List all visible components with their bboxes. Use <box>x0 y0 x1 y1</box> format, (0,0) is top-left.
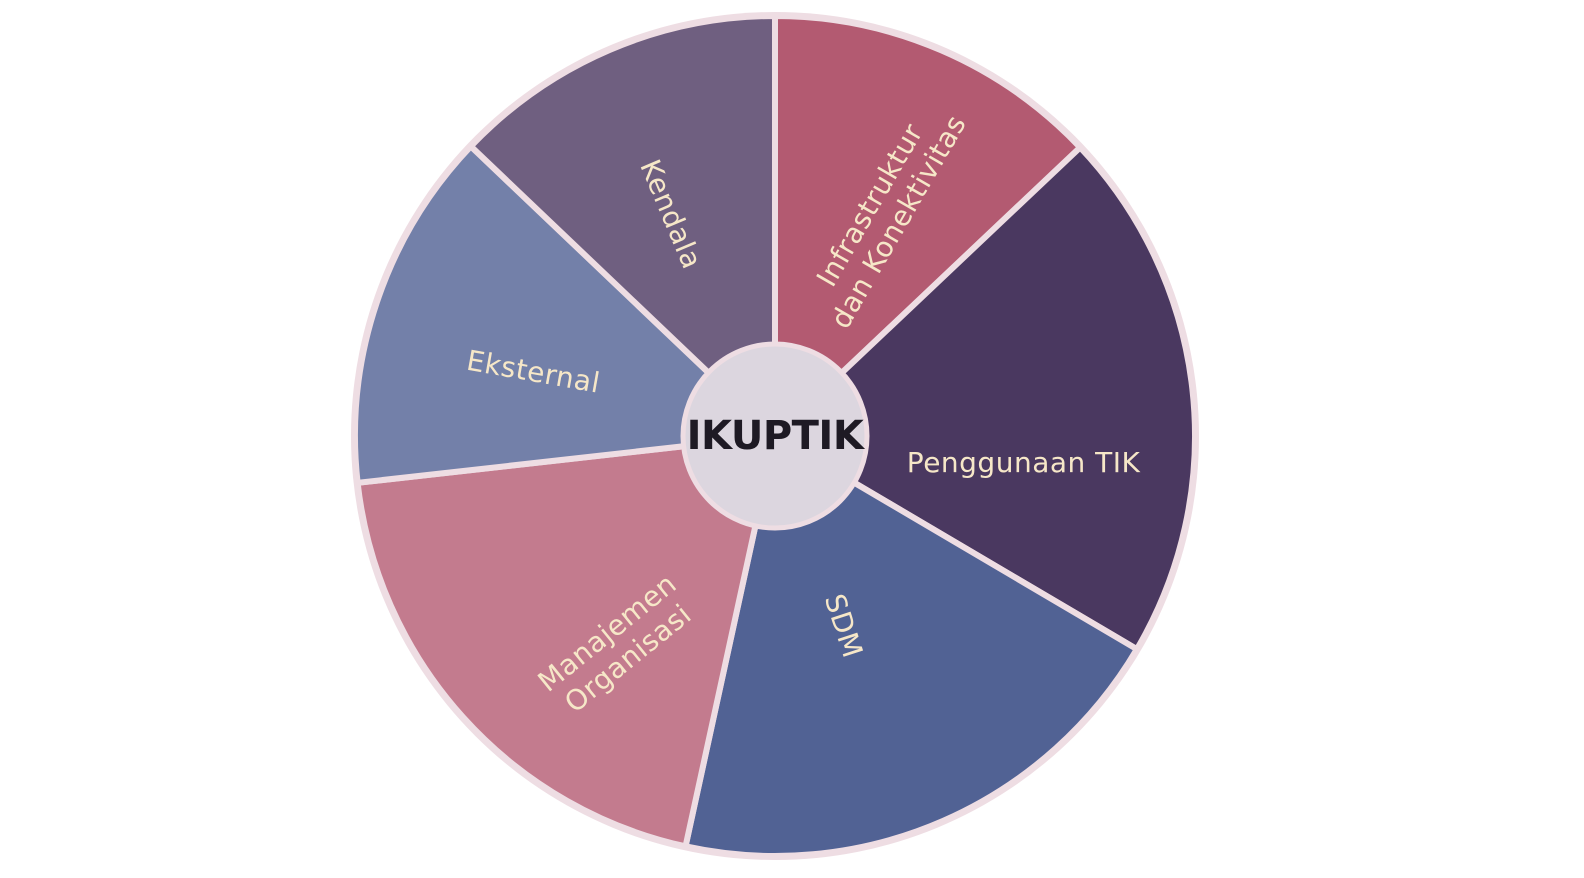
center-label: IKUPTIK <box>687 413 866 459</box>
segment-penggunaan-tik <box>772 144 1198 653</box>
segment-sdm <box>682 433 1140 859</box>
segment-manajemen-organisasi <box>354 433 778 850</box>
segments-group <box>352 13 1198 859</box>
center-hub <box>680 341 870 531</box>
segment-label-line: Penggunaan TIK <box>907 446 1141 479</box>
segment-infrastruktur <box>772 13 1084 439</box>
segment-kendala <box>467 13 778 439</box>
segment-eksternal <box>352 143 778 486</box>
segment-label-penggunaan-tik: Penggunaan TIK <box>907 446 1141 479</box>
